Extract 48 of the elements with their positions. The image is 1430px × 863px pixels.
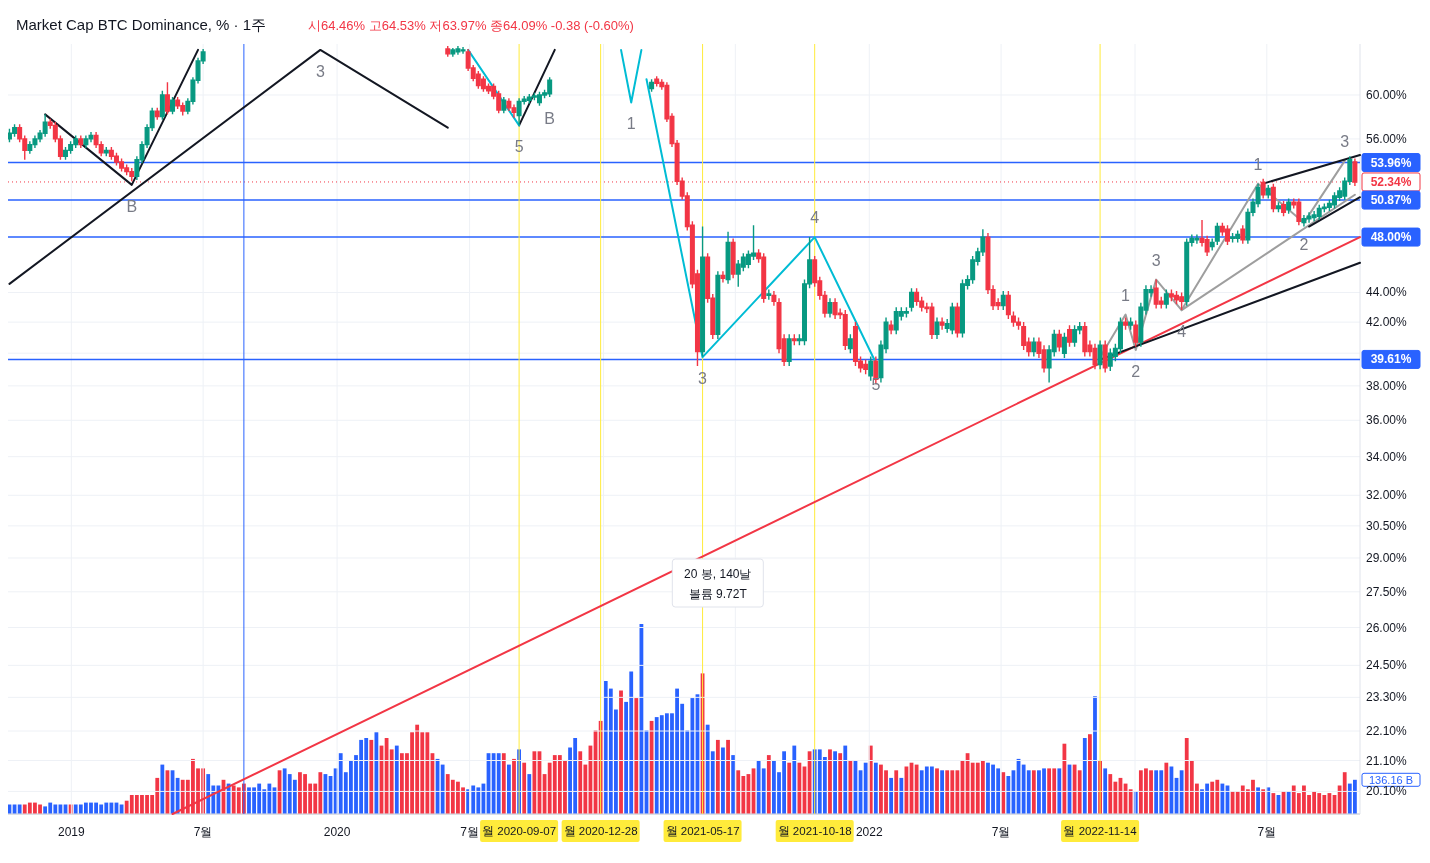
text: 136.16 B [1368, 773, 1414, 786]
annotation: 3 [1151, 251, 1161, 269]
chart-title: Market Cap BTC Dominance, % · 1주 [16, 16, 267, 33]
annotation: 20 봉, 140날 볼륨 9.72T [684, 567, 752, 601]
ref-line-label: 월 2021-10-18 [777, 825, 852, 837]
y-tick-label: 34.00% [1366, 449, 1408, 464]
y-tick-label: 22.10% [1366, 724, 1408, 739]
annotation: 2 [1131, 363, 1141, 381]
ref-line-label: 월 2021-05-17 [665, 825, 740, 837]
y-tick-label: 27.50% [1366, 584, 1408, 599]
ref-line-label: 52.34% [1370, 174, 1412, 189]
ref-line-label: 48.00% [1370, 230, 1412, 245]
x-tick-label: 7월 [991, 825, 1011, 839]
annotation: 3 [1340, 132, 1350, 150]
annotation: 3 [315, 62, 325, 80]
y-tick-label: 44.00% [1366, 285, 1408, 300]
ref-line-label: 39.61% [1370, 352, 1412, 367]
x-tick-label: 7월 [193, 825, 213, 839]
x-tick-label: 2020 [323, 825, 351, 839]
y-tick-label: 24.50% [1366, 658, 1408, 673]
ref-line-label: 월 2020-09-07 [482, 825, 557, 837]
y-tick-label: 56.00% [1366, 131, 1408, 146]
annotation: B [126, 197, 138, 215]
y-tick-label: 21.10% [1366, 753, 1408, 768]
y-tick-label: 32.00% [1366, 488, 1408, 503]
y-tick-label: 36.00% [1366, 413, 1408, 428]
x-tick-label: 7월 [460, 825, 479, 839]
x-tick-label: 2019 [57, 825, 86, 839]
y-tick-label: 30.50% [1366, 518, 1408, 533]
annotation: B [544, 110, 556, 128]
ref-line-label: 53.96% [1370, 155, 1412, 170]
x-tick-label: 2022 [855, 825, 883, 839]
ref-line-label: 50.87% [1370, 193, 1412, 208]
ref-line-label: 월 2022-11-14 [1063, 825, 1138, 837]
y-tick-label: 42.00% [1366, 315, 1408, 330]
annotation: 2 [1299, 235, 1309, 253]
x-tick-label: 7월 [1257, 825, 1277, 839]
y-tick-label: 38.00% [1366, 378, 1408, 393]
chart-subtitle: 시64.46% 고64.53% 저63.97% 종64.09% -0.38 (-0.60%) [308, 18, 634, 33]
y-tick-label: 20.10% [1366, 784, 1408, 799]
y-tick-label: 29.00% [1366, 550, 1408, 565]
ref-line-label: 월 2020-12-28 [563, 825, 638, 837]
y-tick-label: 23.30% [1366, 690, 1408, 705]
annotation: 1 [626, 115, 636, 133]
y-tick-label: 60.00% [1366, 87, 1408, 102]
y-tick-label: 26.00% [1366, 620, 1408, 635]
annotation: 1 [1121, 286, 1131, 304]
annotation: 5 [871, 375, 881, 393]
